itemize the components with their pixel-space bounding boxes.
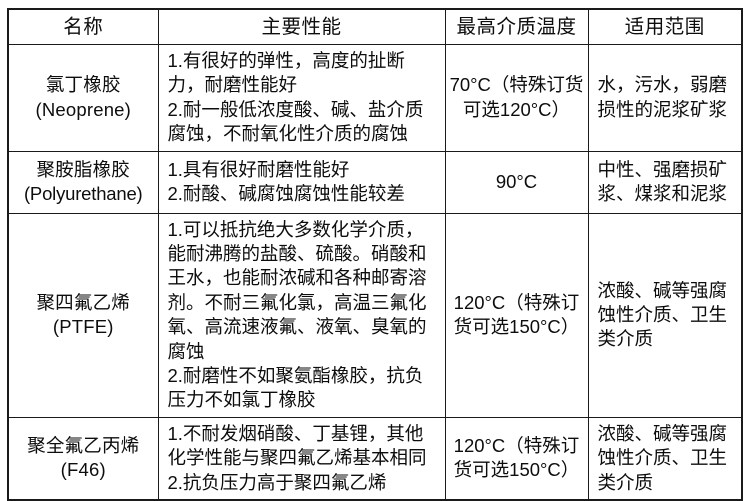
column-header-max-temperature: 最高介质温度 <box>444 8 589 45</box>
cell-application-scope: 浓酸、碱等强腐蚀性介质、卫生类介质 <box>587 416 743 501</box>
lining-material-spec-table: 名称 主要性能 最高介质温度 适用范围 氯丁橡胶 (Neoprene) 1.有很… <box>7 8 743 501</box>
cell-material-name: 聚全氟乙丙烯 (F46) <box>7 416 159 501</box>
table-header-row: 名称 主要性能 最高介质温度 适用范围 <box>7 8 743 45</box>
cell-performance: 1.具有很好耐磨性能好 2.耐酸、碱腐蚀腐蚀性能较差 <box>157 150 446 214</box>
material-name-cn: 聚胺脂橡胶 <box>36 158 130 180</box>
cell-material-name: 聚胺脂橡胶 (Polyurethane) <box>7 150 159 214</box>
max-temperature-value: 90°C <box>495 170 538 192</box>
table-header: 名称 主要性能 最高介质温度 适用范围 <box>7 8 743 45</box>
application-scope-value: 浓酸、碱等强腐蚀性介质、卫生类介质 <box>597 279 728 350</box>
column-header-name: 名称 <box>7 8 159 45</box>
performance-line: 1.具有很好耐磨性能好 <box>167 158 350 180</box>
cell-max-temperature: 120°C（特殊订货可选150°C） <box>444 212 589 418</box>
cell-max-temperature: 120°C（特殊订货可选150°C） <box>444 416 589 501</box>
material-name-en: (Polyurethane) <box>23 183 143 205</box>
cell-performance: 1.不耐发烟硝酸、丁基锂，其他化学性能与聚四氟乙烯基本相同 2.抗负压力高于聚四… <box>157 416 446 501</box>
material-name-en: (PTFE) <box>52 316 114 338</box>
lining-material-spec-table-container: 名称 主要性能 最高介质温度 适用范围 氯丁橡胶 (Neoprene) 1.有很… <box>7 8 743 501</box>
performance-line: 1.有很好的弹性，高度的扯断力，耐磨性能好 <box>167 50 405 96</box>
performance-line: 2.耐一般低浓度酸、碱、盐介质腐蚀，不耐氧化性介质的腐蚀 <box>167 98 424 145</box>
application-scope-value: 浓酸、碱等强腐蚀性介质、卫生类介质 <box>597 422 728 493</box>
performance-line: 2.耐酸、碱腐蚀腐蚀性能较差 <box>167 183 405 205</box>
performance-line: 2.耐磨性不如聚氨酯橡胶，抗负压力不如氯丁橡胶 <box>167 365 424 411</box>
material-name-cn: 氯丁橡胶 <box>45 74 121 96</box>
material-name-en: (Neoprene) <box>35 98 132 120</box>
material-name-en: (F46) <box>60 459 106 481</box>
cell-performance: 1.可以抵抗绝大多数化学介质，能耐沸腾的盐酸、硫酸。硝酸和王水，也能耐浓碱和各种… <box>157 212 446 418</box>
cell-application-scope: 中性、强磨损矿浆、煤浆和泥浆 <box>587 150 743 214</box>
cell-material-name: 聚四氟乙烯 (PTFE) <box>7 212 159 418</box>
material-name-cn: 聚四氟乙烯 <box>36 291 130 313</box>
cell-material-name: 氯丁橡胶 (Neoprene) <box>7 44 159 152</box>
cell-performance: 1.有很好的弹性，高度的扯断力，耐磨性能好 2.耐一般低浓度酸、碱、盐介质腐蚀，… <box>157 44 446 152</box>
cell-application-scope: 水，污水，弱磨损性的泥浆矿浆 <box>587 44 743 152</box>
max-temperature-value: 70°C（特殊订货可选120°C） <box>449 74 584 120</box>
application-scope-value: 中性、强磨损矿浆、煤浆和泥浆 <box>597 158 728 205</box>
performance-line: 1.不耐发烟硝酸、丁基锂，其他化学性能与聚四氟乙烯基本相同 <box>167 422 427 469</box>
column-header-performance: 主要性能 <box>157 8 446 45</box>
cell-application-scope: 浓酸、碱等强腐蚀性介质、卫生类介质 <box>587 212 743 418</box>
table-row: 聚四氟乙烯 (PTFE) 1.可以抵抗绝大多数化学介质，能耐沸腾的盐酸、硫酸。硝… <box>7 212 743 418</box>
max-temperature-value: 120°C（特殊订货可选150°C） <box>453 291 580 338</box>
cell-max-temperature: 90°C <box>444 150 589 214</box>
table-body: 氯丁橡胶 (Neoprene) 1.有很好的弹性，高度的扯断力，耐磨性能好 2.… <box>7 44 743 501</box>
max-temperature-value: 120°C（特殊订货可选150°C） <box>453 435 580 481</box>
table-row: 聚全氟乙丙烯 (F46) 1.不耐发烟硝酸、丁基锂，其他化学性能与聚四氟乙烯基本… <box>7 416 743 501</box>
table-row: 氯丁橡胶 (Neoprene) 1.有很好的弹性，高度的扯断力，耐磨性能好 2.… <box>7 44 743 152</box>
column-header-application-scope: 适用范围 <box>587 8 743 45</box>
application-scope-value: 水，污水，弱磨损性的泥浆矿浆 <box>597 74 728 120</box>
material-name-cn: 聚全氟乙丙烯 <box>27 435 140 457</box>
cell-max-temperature: 70°C（特殊订货可选120°C） <box>444 44 589 152</box>
table-row: 聚胺脂橡胶 (Polyurethane) 1.具有很好耐磨性能好 2.耐酸、碱腐… <box>7 150 743 214</box>
performance-line: 1.可以抵抗绝大多数化学介质，能耐沸腾的盐酸、硫酸。硝酸和王水，也能耐浓碱和各种… <box>167 218 427 362</box>
